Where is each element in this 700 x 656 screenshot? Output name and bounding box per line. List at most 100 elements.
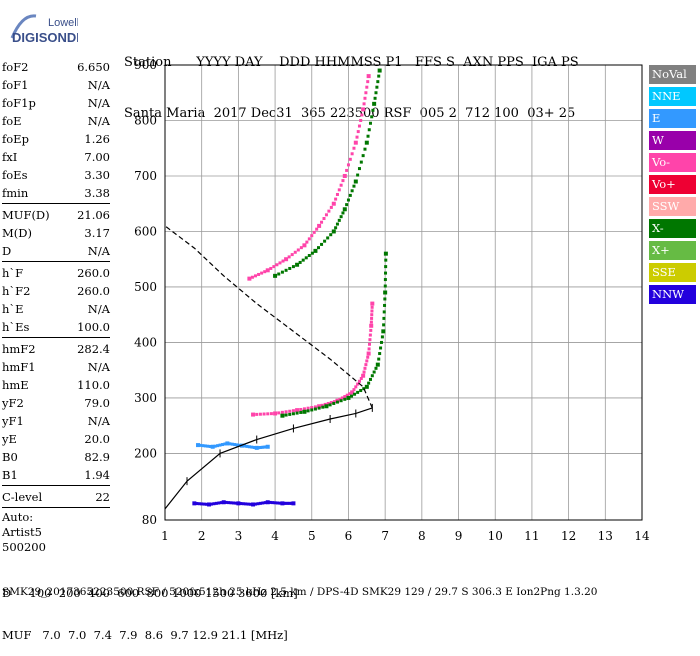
echo-point-x (368, 377, 372, 381)
echo-point-x (359, 389, 363, 393)
echo-point-x (377, 68, 382, 73)
echo-point-x (335, 222, 339, 226)
echo-point-x (284, 413, 288, 417)
echo-point-e (254, 445, 259, 450)
echo-point-vo (361, 107, 366, 112)
echo-point-nnw (254, 502, 258, 506)
echo-point-x (377, 74, 381, 78)
y-tick-label: 700 (134, 169, 157, 183)
echo-point-e (265, 444, 270, 449)
echo-point-x (342, 207, 347, 212)
y-tick-label: 80 (142, 513, 157, 527)
echo-point-vo (350, 152, 354, 156)
echo-point-vo (288, 409, 292, 413)
echo-point-e (228, 442, 232, 446)
y-tick-label: 600 (134, 224, 157, 238)
param-row: B0 82.9 (2, 448, 110, 466)
echo-point-vo (284, 257, 289, 262)
echo-point-e (252, 445, 256, 449)
echo-point-x (310, 408, 314, 412)
echo-point-x (298, 260, 302, 264)
echo-point-x (375, 362, 380, 367)
echo-point-e (250, 445, 254, 449)
param-row: M(D) 3.17 (2, 224, 110, 242)
echo-point-vo (364, 91, 368, 95)
echo-point-x (384, 265, 388, 269)
echo-point-x (371, 108, 375, 112)
echo-point-x (383, 297, 387, 301)
echo-point-x (383, 303, 387, 307)
param-row: h`E N/A (2, 300, 110, 318)
echo-point-vo (335, 192, 339, 196)
echo-point-vo (299, 246, 303, 250)
echo-point-x (326, 236, 330, 240)
echo-point-x (356, 390, 360, 394)
echo-point-x (295, 262, 300, 267)
legend-item-x-: X+ (649, 241, 696, 260)
echo-point-vo (331, 201, 336, 206)
y-tick-label: 400 (134, 335, 157, 349)
echo-point-vo (295, 408, 300, 413)
param-value: 3.17 (84, 226, 110, 240)
param-name: hmF1 (2, 360, 36, 374)
echo-point-x (370, 374, 374, 378)
echo-point-vo (329, 205, 333, 209)
echo-point-x (382, 310, 386, 314)
echo-point-nnw (239, 502, 243, 506)
echo-point-vo (334, 197, 338, 201)
echo-point-vo (359, 118, 363, 122)
param-name: M(D) (2, 226, 32, 240)
echo-point-x (373, 96, 377, 100)
echo-point-vo (366, 355, 370, 359)
logo-line1: Lowell (48, 17, 78, 29)
echo-point-x (317, 406, 321, 410)
echo-point-x (382, 323, 386, 327)
echo-point-e (247, 445, 251, 449)
echo-point-nnw (227, 501, 231, 505)
echo-point-vo (352, 388, 356, 392)
param-row: foF1 N/A (2, 76, 110, 94)
echo-point-e (201, 444, 205, 448)
echo-point-vo (266, 412, 270, 416)
echo-point-e (208, 444, 212, 448)
legend-item-w: W (649, 131, 696, 150)
echo-point-vo (364, 363, 368, 367)
echo-point-vo (362, 102, 366, 106)
echo-point-nnw (258, 501, 262, 505)
echo-point-nnw (207, 502, 212, 507)
param-name: yF1 (2, 414, 24, 428)
echo-point-x (384, 271, 388, 275)
param-name: foF1p (2, 96, 36, 110)
echo-point-e (223, 442, 227, 446)
echo-point-x (350, 394, 354, 398)
echo-point-e (260, 445, 264, 449)
echo-point-nnw (278, 501, 282, 505)
echo-point-vo (346, 163, 350, 167)
echo-point-vo (329, 401, 333, 405)
param-row: foF1p N/A (2, 94, 110, 112)
polarization-legend: NoVal NNE E W Vo- Vo+ SSW X- X+ SSE NNW (649, 65, 696, 307)
echo-point-vo (345, 393, 349, 397)
legend-item-x-: X- (649, 219, 696, 238)
echo-point-vo (272, 265, 276, 269)
echo-point-x (321, 405, 325, 409)
echo-point-x (316, 246, 320, 250)
echo-point-vo (341, 179, 345, 183)
echo-point-x (339, 399, 343, 403)
echo-point-e (210, 444, 215, 449)
x-tick-label: 6 (345, 529, 353, 543)
param-value: N/A (87, 78, 110, 92)
plot-frame (164, 64, 643, 521)
echo-point-e (235, 443, 239, 447)
param-value: 282.4 (77, 342, 110, 356)
x-tick-label: 10 (488, 529, 503, 543)
echo-point-x (320, 242, 324, 246)
echo-point-nnw (256, 502, 260, 506)
echo-point-vo (369, 328, 373, 332)
echo-point-x (304, 256, 308, 260)
echo-point-vo (353, 140, 358, 145)
echo-point-vo (366, 351, 371, 356)
echo-point-vo (269, 412, 273, 416)
echo-point-vo (257, 272, 261, 276)
param-value: N/A (87, 414, 110, 428)
